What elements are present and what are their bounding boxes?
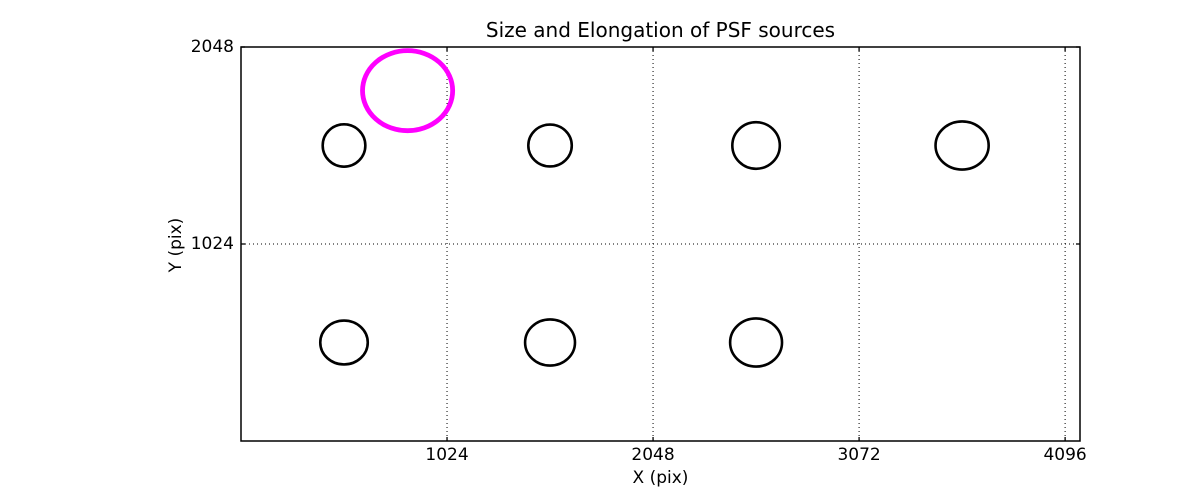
y-tick-label: 1024 bbox=[190, 234, 234, 254]
psf-source-ellipse bbox=[728, 317, 784, 368]
psf-source-ellipse bbox=[527, 123, 574, 168]
psf-source-ellipse bbox=[523, 318, 577, 367]
x-tick-label: 3072 bbox=[837, 445, 881, 465]
y-tick-label: 2048 bbox=[190, 37, 234, 57]
psf-source-ellipse bbox=[731, 120, 782, 171]
chart-title: Size and Elongation of PSF sources bbox=[485, 18, 836, 42]
x-tick-label: 4096 bbox=[1043, 445, 1087, 465]
x-axis-label: X (pix) bbox=[632, 468, 689, 488]
x-tick-label: 2048 bbox=[631, 445, 675, 465]
psf-source-ellipse-highlight bbox=[360, 48, 456, 134]
psf-source-ellipse bbox=[321, 123, 367, 168]
psf-source-ellipse bbox=[318, 319, 370, 366]
x-tick-label: 1024 bbox=[425, 445, 469, 465]
psf-source-ellipse bbox=[934, 120, 990, 171]
